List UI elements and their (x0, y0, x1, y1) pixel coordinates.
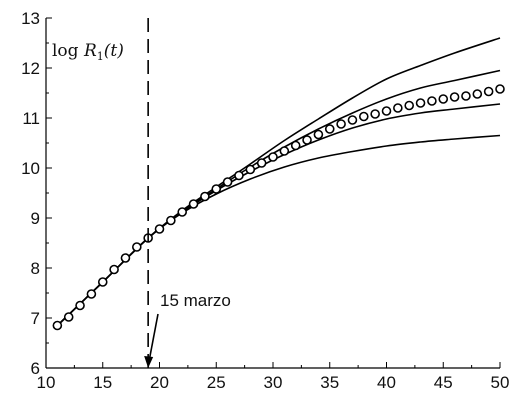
y-axis-label-var: R (83, 41, 97, 61)
observed-point (268, 152, 278, 162)
observed-point (313, 129, 324, 140)
reference-layer (144, 18, 159, 368)
y-tick-label: 12 (21, 59, 40, 78)
y-axis-label-prefix: log (52, 41, 84, 61)
observed-point (245, 164, 256, 175)
observed-point (52, 320, 63, 331)
observed-point (381, 106, 392, 116)
y-tick-label: 10 (21, 159, 40, 178)
observed-point (75, 300, 85, 311)
axes: 10 15 20 25 30 35 40 45 50 6 7 8 9 10 11 12 13 (21, 9, 509, 392)
observed-point (200, 191, 210, 202)
observed-point (86, 289, 97, 299)
series-layer (56, 37, 501, 327)
observed-point (211, 184, 222, 194)
observed-point (370, 109, 380, 119)
observed-point (188, 199, 199, 209)
x-tick-label: 10 (37, 373, 56, 392)
annotation-arrow-shaft (148, 313, 159, 359)
series-line-2 (56, 69, 501, 327)
observed-point (358, 111, 369, 122)
x-tick-label: 15 (93, 373, 112, 392)
x-tick-label: 50 (491, 373, 510, 392)
observed-point (63, 312, 74, 322)
y-tick-label: 7 (31, 309, 40, 328)
observed-point (177, 207, 187, 217)
y-tick-label: 11 (22, 109, 40, 128)
observed-point (97, 277, 108, 287)
observed-point (438, 94, 449, 104)
x-tick-label: 30 (264, 373, 283, 392)
annotation-text: 15 marzo (160, 291, 231, 310)
y-axis-label-suffix: (t) (104, 41, 124, 61)
series-line-1 (56, 37, 501, 327)
observed-point (449, 92, 460, 102)
observed-point (222, 177, 233, 187)
x-tick-label: 40 (377, 373, 396, 392)
observed-point (404, 100, 415, 111)
x-tick-label: 25 (207, 373, 226, 392)
observed-point (324, 124, 335, 134)
observed-point (393, 103, 403, 113)
observed-point (347, 115, 358, 125)
observed-point (472, 89, 483, 99)
observed-point (336, 119, 346, 129)
observed-point (302, 135, 312, 145)
observed-point (415, 98, 426, 108)
annotation-arrow-head (144, 356, 154, 368)
y-tick-label: 8 (31, 259, 40, 278)
y-axis-label-sub: 1 (97, 50, 104, 63)
x-tick-label: 20 (150, 373, 169, 392)
y-axis-label: log R1(t) (52, 41, 124, 63)
x-tick-label: 45 (434, 373, 453, 392)
observed-point (132, 242, 142, 252)
observed-point (256, 158, 267, 168)
y-tick-label: 13 (21, 9, 40, 28)
observed-point (234, 170, 244, 181)
observed-point (120, 253, 131, 263)
observed-point (427, 96, 437, 106)
observed-markers (52, 84, 505, 331)
observed-point (495, 84, 505, 94)
observed-point (109, 264, 119, 275)
observed-point (461, 91, 471, 101)
series-line-3 (56, 103, 501, 327)
observed-point (279, 146, 290, 156)
y-tick-label: 6 (31, 359, 40, 378)
x-tick-label: 35 (320, 373, 339, 392)
observed-point (166, 215, 176, 226)
observed-point (290, 140, 301, 151)
y-tick-label: 9 (31, 209, 40, 228)
series-line-4 (56, 134, 501, 327)
observed-point (154, 224, 165, 234)
observed-point (483, 86, 494, 97)
